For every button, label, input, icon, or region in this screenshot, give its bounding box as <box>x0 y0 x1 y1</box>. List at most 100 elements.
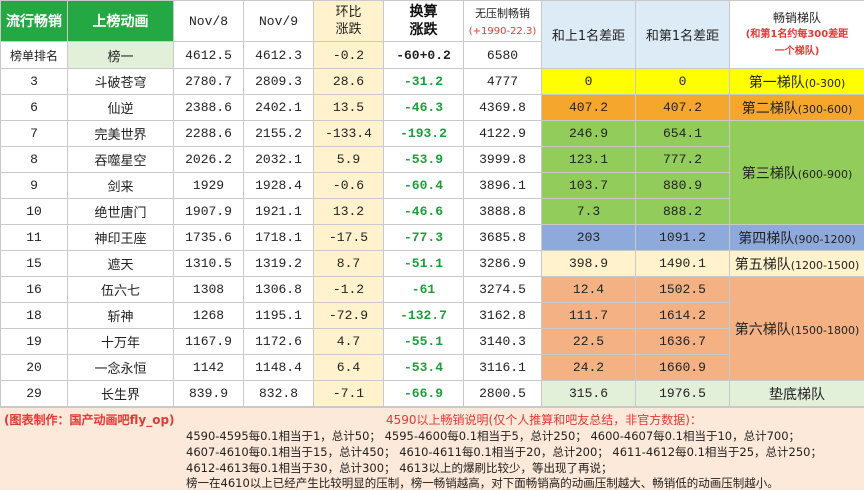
top-nov8: 4612.5 <box>174 42 244 69</box>
rank-cell: 7 <box>1 121 68 147</box>
tier-3-range: (600-900) <box>798 168 853 181</box>
rank-cell: 18 <box>1 303 68 329</box>
col-header-change: 环比涨跌 <box>314 1 384 42</box>
tier-6-cell: 第六梯队(1500-1800) <box>730 277 864 381</box>
nov8-cell: 2026.2 <box>174 147 244 173</box>
change-cell: -72.9 <box>314 303 384 329</box>
nov9-cell: 832.8 <box>244 381 314 407</box>
rank-cell: 15 <box>1 251 68 277</box>
nopress-cell: 3888.8 <box>464 199 542 225</box>
anime-name-cell: 一念永恒 <box>68 355 174 381</box>
anime-name-cell: 绝世唐门 <box>68 199 174 225</box>
gap-first-cell: 1636.7 <box>636 329 730 355</box>
converted-change-cell: -31.2 <box>384 69 464 95</box>
nov8-cell: 2388.6 <box>174 95 244 121</box>
gap-prev-cell: 203 <box>542 225 636 251</box>
tier-1-label: 第一梯队 <box>749 75 805 91</box>
change-cell: -133.4 <box>314 121 384 147</box>
converted-change-cell: -193.2 <box>384 121 464 147</box>
anime-name-cell: 完美世界 <box>68 121 174 147</box>
sales-table: 流行畅销 上榜动画 Nov/8 Nov/9 环比涨跌 换算涨跌 无压制畅销(+1… <box>0 0 864 407</box>
nov9-cell: 2402.1 <box>244 95 314 121</box>
nov9-cell: 2032.1 <box>244 147 314 173</box>
nov9-cell: 1319.2 <box>244 251 314 277</box>
tier-7-cell: 垫底梯队 <box>730 381 864 407</box>
gap-prev-cell: 22.5 <box>542 329 636 355</box>
converted-change-cell: -60.4 <box>384 173 464 199</box>
rank-label: 榜单排名 <box>1 42 68 69</box>
anime-name-cell: 神印王座 <box>68 225 174 251</box>
notes-line-4: 榜一在4610以上已经产生比较明显的压制，榜一畅销越高，对下面畅销高的动画压制越… <box>186 475 779 490</box>
anime-name-cell: 伍六七 <box>68 277 174 303</box>
change-cell: 8.7 <box>314 251 384 277</box>
change-cell: -17.5 <box>314 225 384 251</box>
tier-title: 畅销梯队 <box>773 11 821 25</box>
top-change: -0.2 <box>314 42 384 69</box>
nov9-cell: 1921.1 <box>244 199 314 225</box>
nopress-cell: 3274.5 <box>464 277 542 303</box>
change-cell: 13.2 <box>314 199 384 225</box>
tier-4-range: (900-1200) <box>794 233 856 246</box>
change-cell: 4.7 <box>314 329 384 355</box>
converted-change-cell: -77.3 <box>384 225 464 251</box>
gap-first-cell: 654.1 <box>636 121 730 147</box>
nov9-cell: 1928.4 <box>244 173 314 199</box>
nopress-cell: 4777 <box>464 69 542 95</box>
nopress-cell: 3116.1 <box>464 355 542 381</box>
anime-name-cell: 吞噬星空 <box>68 147 174 173</box>
anime-name-cell: 仙逆 <box>68 95 174 121</box>
nopress-label: 无压制畅销 <box>475 7 530 20</box>
change-cell: -7.1 <box>314 381 384 407</box>
nopress-cell: 3286.9 <box>464 251 542 277</box>
converted-change-cell: -53.4 <box>384 355 464 381</box>
gap-prev-cell: 123.1 <box>542 147 636 173</box>
col-header-nopress: 无压制畅销(+1990-22.3) <box>464 1 542 42</box>
chart-credit: (图表制作：国产动画吧fly_op) <box>4 411 175 428</box>
gap-first-cell: 1091.2 <box>636 225 730 251</box>
col-header-nov9: Nov/9 <box>244 1 314 42</box>
rank-cell: 20 <box>1 355 68 381</box>
gap-first-cell: 0 <box>636 69 730 95</box>
converted-label-1: 换算 <box>410 4 438 20</box>
anime-name-cell: 长生界 <box>68 381 174 407</box>
tier-1-range: (0-300) <box>805 77 846 90</box>
nopress-cell: 3999.8 <box>464 147 542 173</box>
gap-first-cell: 888.2 <box>636 199 730 225</box>
nopress-cell: 3896.1 <box>464 173 542 199</box>
converted-change-cell: -132.7 <box>384 303 464 329</box>
change-cell: 28.6 <box>314 69 384 95</box>
nov9-cell: 1195.1 <box>244 303 314 329</box>
nov8-cell: 1268 <box>174 303 244 329</box>
gap-prev-cell: 12.4 <box>542 277 636 303</box>
col-header-gap-prev: 和上1名差距 <box>542 1 636 69</box>
gap-first-cell: 1660.9 <box>636 355 730 381</box>
top-converted: -60+0.2 <box>384 42 464 69</box>
nov8-cell: 1167.9 <box>174 329 244 355</box>
converted-change-cell: -46.6 <box>384 199 464 225</box>
change-cell: 6.4 <box>314 355 384 381</box>
change-label-1: 环比 <box>335 5 361 20</box>
nov8-cell: 2780.7 <box>174 69 244 95</box>
tier-subtitle-1: (和第1名约每300差距 <box>746 29 848 40</box>
converted-change-cell: -46.3 <box>384 95 464 121</box>
converted-change-cell: -66.9 <box>384 381 464 407</box>
gap-prev-cell: 7.3 <box>542 199 636 225</box>
gap-prev-cell: 407.2 <box>542 95 636 121</box>
tier-6-range: (1500-1800) <box>791 324 860 337</box>
nopress-cell: 3162.8 <box>464 303 542 329</box>
nov8-cell: 839.9 <box>174 381 244 407</box>
rank-cell: 16 <box>1 277 68 303</box>
header-row: 流行畅销 上榜动画 Nov/8 Nov/9 环比涨跌 换算涨跌 无压制畅销(+1… <box>1 1 864 42</box>
notes-line-2: 4607-4610每0.1相当于15，总计450； 4610-4611每0.1相… <box>186 444 822 460</box>
gap-prev-cell: 0 <box>542 69 636 95</box>
nov9-cell: 1718.1 <box>244 225 314 251</box>
nov8-cell: 1142 <box>174 355 244 381</box>
change-cell: 13.5 <box>314 95 384 121</box>
anime-name-cell: 十万年 <box>68 329 174 355</box>
tier-7-label: 垫底梯队 <box>769 387 825 403</box>
rank-cell: 8 <box>1 147 68 173</box>
gap-prev-cell: 315.6 <box>542 381 636 407</box>
